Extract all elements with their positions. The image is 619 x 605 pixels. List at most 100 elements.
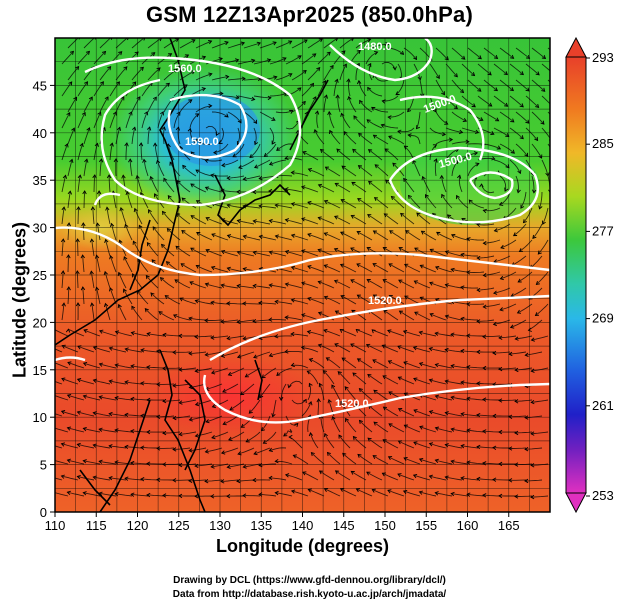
streamline [483,47,498,59]
streamline [227,267,245,273]
streamline-arrowhead [114,395,119,401]
streamline [541,95,550,105]
streamline [195,367,213,372]
streamline-arrowhead [220,450,226,455]
streamline-arrowhead [135,174,140,180]
streamline-arrowhead [302,398,307,404]
streamline-arrowhead [323,432,328,438]
streamline [483,271,501,276]
streamline-arrowhead [371,329,376,334]
streamline-arrowhead [127,38,129,41]
streamline-arrowhead [188,417,193,422]
streamline-arrowhead [508,446,513,451]
streamline [324,296,341,305]
streamline-arrowhead [540,120,545,125]
streamline-arrowhead [509,87,514,92]
streamline [179,431,197,435]
streamline-arrowhead [383,310,388,314]
streamline-arrowhead [172,447,177,452]
streamline [342,452,357,465]
streamline [162,399,181,402]
streamline-arrowhead [397,376,402,381]
streamline [109,413,127,417]
streamline [373,134,389,145]
streamline [509,351,527,355]
streamline [531,79,546,92]
streamline-arrowhead [334,470,340,475]
streamline [67,191,71,209]
streamline [301,186,319,193]
streamline [61,270,64,289]
streamline [83,460,101,465]
streamline [109,143,113,161]
streamline [404,424,421,433]
streamline-arrowhead [92,475,97,480]
streamline-arrowhead [558,55,562,58]
streamline-arrowhead [194,401,200,407]
streamline-arrowhead [318,382,323,388]
streamline-arrowhead [327,110,332,116]
streamline-arrowhead [289,110,294,114]
streamline-arrowhead [385,42,390,47]
streamline-arrowhead [385,179,390,184]
streamline [353,115,367,129]
streamline-arrowhead [352,435,357,441]
streamline [382,95,399,102]
streamline-arrowhead [307,167,312,173]
streamline [99,363,117,369]
streamline [483,143,501,150]
streamline [93,444,111,449]
streamline-arrowhead [429,312,434,317]
streamline [531,463,549,466]
streamline-arrowhead [517,278,522,283]
streamline [365,51,378,65]
streamline [77,345,95,353]
streamline [221,351,239,357]
streamline [140,142,143,161]
streamline-arrowhead [221,163,226,168]
streamline [253,59,271,65]
streamline-arrowhead [351,181,356,186]
streamline-arrowhead [252,189,257,195]
streamline [343,131,357,145]
streamline [227,77,245,81]
streamline-arrowhead [297,87,302,92]
streamline [368,149,383,161]
streamline [77,378,95,385]
streamline [291,203,309,209]
streamline-arrowhead [77,345,82,350]
streamline-arrowhead [337,371,342,376]
streamline [146,494,165,497]
streamline [373,421,389,433]
streamline-arrowhead [288,73,293,78]
streamline-arrowhead [429,281,434,286]
streamline-arrowhead [242,301,247,306]
streamline [387,489,405,497]
streamline-arrowhead [109,255,114,260]
streamline [196,265,213,273]
streamline-arrowhead [519,135,524,140]
streamline-arrowhead [352,372,357,377]
streamline [61,207,65,225]
streamline-arrowhead [271,116,276,121]
streamline-arrowhead [195,264,200,269]
streamline-arrowhead [158,311,163,316]
streamline-arrowhead [400,212,405,217]
y-tick-label: 25 [33,268,47,283]
streamline-arrowhead [516,189,521,194]
streamline-arrowhead [323,94,328,99]
streamline-arrowhead [195,113,200,118]
streamline [93,51,106,65]
streamline-arrowhead [319,148,325,153]
streamline-arrowhead [65,328,71,333]
streamline [237,127,240,145]
streamline [351,471,367,481]
streamline-arrowhead [104,238,109,244]
streamline-arrowhead [372,455,377,459]
streamline-arrowhead [46,377,50,380]
streamline-arrowhead [182,164,187,169]
streamline-arrowhead [307,296,312,302]
streamline [189,317,207,321]
streamline [110,255,117,273]
streamline [243,111,257,124]
